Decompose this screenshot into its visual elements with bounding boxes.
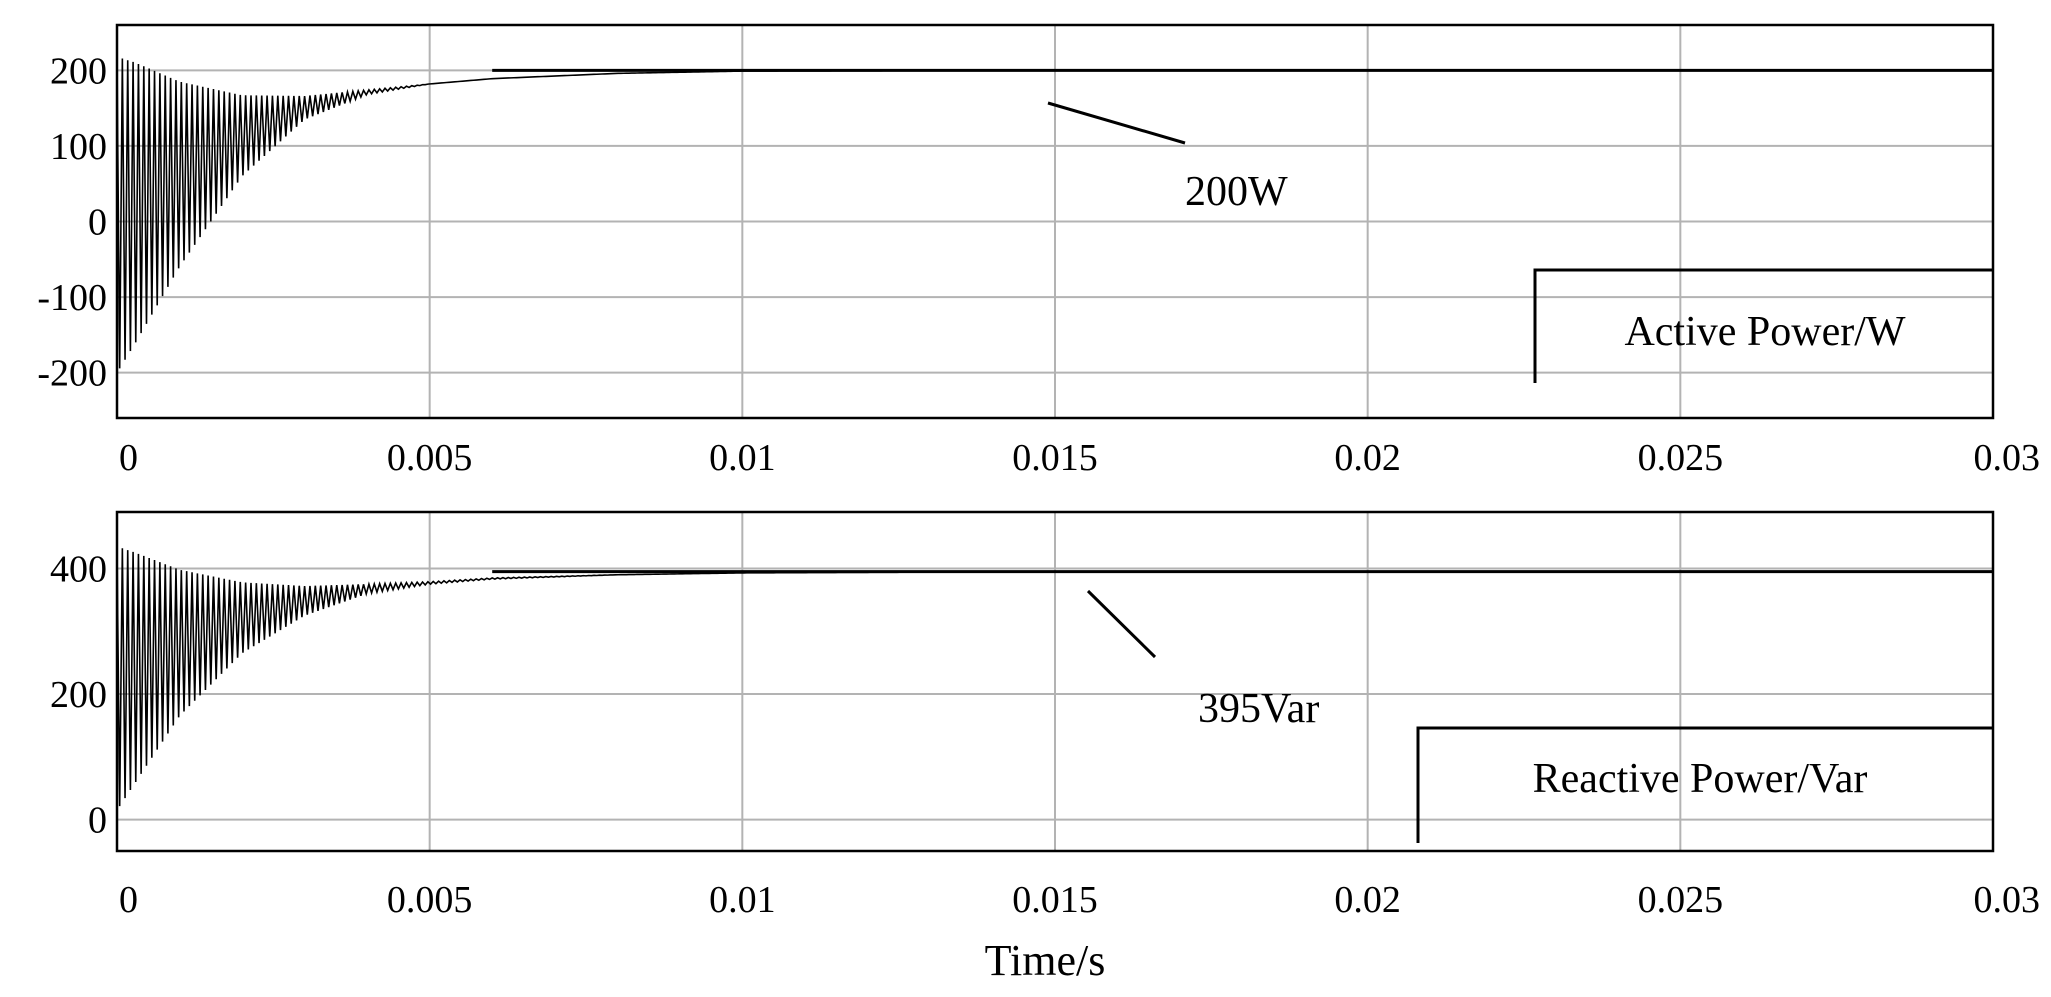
- legend-label: Reactive Power/Var: [1533, 756, 1868, 802]
- legend-box: [1533, 268, 1993, 383]
- y-tick-label: 200: [50, 674, 107, 716]
- plot-frame: [115, 510, 1995, 853]
- annotation-label: 395Var: [1198, 686, 1319, 732]
- annotation-leader-line: [1086, 589, 1157, 659]
- x-tick-label: 0.01: [709, 879, 776, 921]
- x-tick-label: 0.015: [1012, 437, 1098, 479]
- y-tick-label: 0: [88, 202, 107, 244]
- x-tick-label: 0.01: [709, 437, 776, 479]
- legend-label: Active Power/W: [1624, 309, 1905, 355]
- x-tick-label: 0.015: [1012, 879, 1098, 921]
- x-tick-label: 0.03: [1974, 879, 2041, 921]
- y-tick-label: -100: [37, 277, 107, 319]
- y-tick-label: 100: [50, 126, 107, 168]
- x-tick-label: 0.02: [1334, 879, 1401, 921]
- annotation-label: 200W: [1185, 169, 1288, 215]
- y-tick-label: -200: [37, 353, 107, 395]
- x-tick-label: 0.005: [387, 879, 473, 921]
- plot-frame: [115, 23, 1995, 420]
- x-tick-label: 0.025: [1638, 879, 1724, 921]
- x-tick-label: 0.005: [387, 437, 473, 479]
- active-power-panel: 200 100 0 -100 -200 0 0.005 0.01 0.015 0.02 0.025 0…: [37, 23, 2041, 479]
- reactive-power-panel: 400 200 00 0.005 0.01 0.015 0.02 0.025 0.03 395Va…: [50, 510, 2041, 921]
- x-tick-label: 0: [119, 879, 138, 921]
- y-tick-label: 400: [50, 549, 107, 591]
- x-tick-label: 0.02: [1334, 437, 1401, 479]
- annotation-leader-line: [1047, 101, 1186, 145]
- x-axis-label: Time/s: [985, 936, 1106, 985]
- x-tick-label: 0: [119, 437, 138, 479]
- legend-box: [1416, 726, 1993, 843]
- y-tick-label: 200: [50, 50, 107, 92]
- x-tick-label: 0.025: [1638, 437, 1724, 479]
- y-tick-label: 0: [88, 800, 107, 842]
- x-tick-label: 0.03: [1974, 437, 2041, 479]
